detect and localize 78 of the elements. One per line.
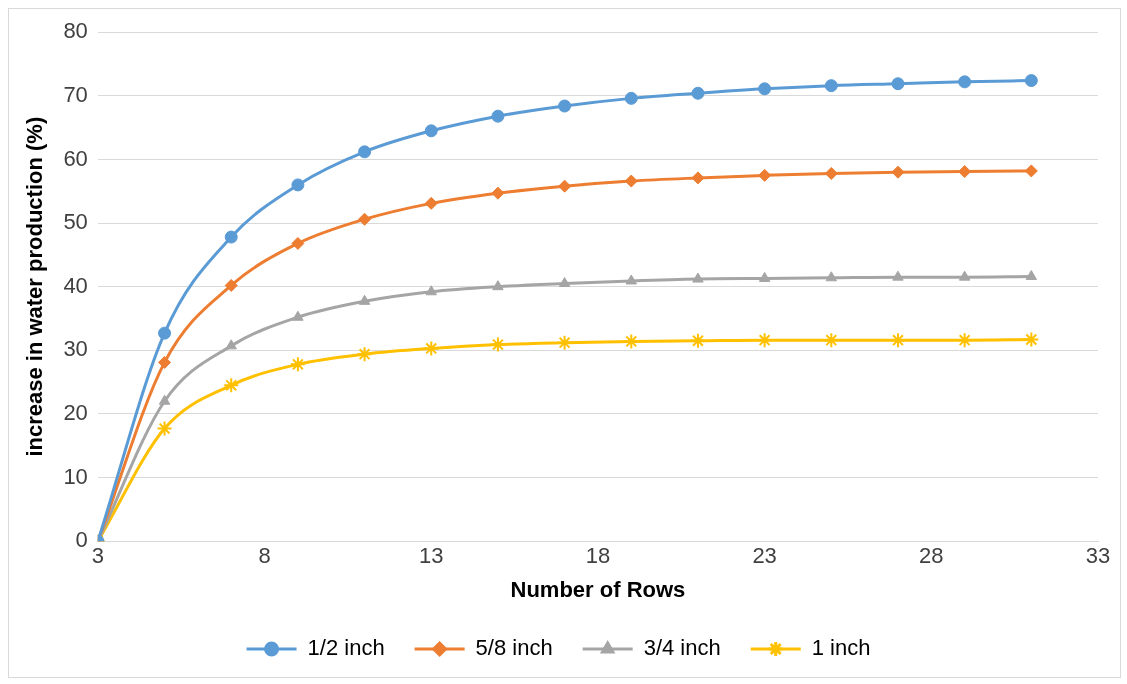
point: [824, 79, 838, 93]
point: [623, 333, 640, 350]
point: [489, 336, 506, 353]
y-tick-label: 60: [63, 145, 88, 171]
point: [358, 145, 372, 159]
point: [958, 165, 972, 179]
x-tick-label: 13: [419, 543, 444, 569]
point: [558, 179, 572, 193]
point: [358, 212, 372, 226]
point: [1025, 270, 1038, 281]
point: [956, 332, 973, 349]
point: [691, 171, 705, 185]
y-tick-label: 40: [63, 272, 88, 298]
point: [958, 270, 971, 281]
point: [156, 420, 173, 437]
point: [758, 168, 772, 182]
point: [625, 274, 637, 285]
legend-label: 1 inch: [811, 635, 871, 661]
point: [1024, 164, 1038, 178]
y-tick-label: 30: [63, 336, 88, 362]
point: [691, 86, 705, 100]
point: [158, 326, 172, 340]
y-axis-title: increase in water production (%): [22, 116, 48, 457]
point: [556, 334, 573, 351]
x-tick-label: 3: [91, 543, 104, 569]
point: [692, 272, 704, 283]
x-tick-label: 8: [258, 543, 271, 569]
legend-label: 1/2 inch: [307, 635, 385, 661]
x-tick-label: 18: [585, 543, 611, 569]
point: [823, 332, 840, 349]
point: [758, 271, 771, 282]
x-axis-title: Number of Rows: [510, 576, 686, 602]
point: [223, 377, 240, 394]
y-tick-label: 50: [63, 209, 88, 235]
point: [825, 271, 837, 282]
y-tick-label: 20: [63, 400, 88, 426]
point: [291, 178, 305, 192]
point: [758, 82, 772, 96]
legend-label: 3/4 inch: [643, 635, 721, 661]
point: [824, 166, 838, 180]
y-tick-label: 70: [63, 81, 88, 107]
point: [291, 236, 305, 250]
point: [158, 355, 172, 369]
point: [225, 339, 237, 350]
x-tick-label: 23: [752, 543, 777, 569]
y-tick-label: 10: [63, 463, 88, 489]
point: [424, 124, 438, 138]
point: [889, 332, 906, 349]
point: [958, 75, 972, 89]
y-tick-label: 80: [63, 18, 88, 44]
x-tick-label: 33: [1085, 543, 1111, 569]
point: [425, 285, 437, 296]
point: [558, 99, 572, 113]
legend-label: 5/8 inch: [475, 635, 553, 661]
point: [356, 346, 373, 363]
point: [689, 332, 706, 349]
point: [289, 356, 306, 373]
point: [423, 340, 440, 357]
point: [558, 277, 571, 288]
x-tick-label: 28: [919, 543, 944, 569]
point: [491, 186, 505, 200]
point: [224, 230, 238, 244]
point: [756, 332, 773, 349]
point: [224, 278, 238, 292]
point: [624, 174, 638, 188]
point: [492, 280, 504, 291]
point: [891, 165, 905, 179]
point: [624, 91, 638, 105]
point: [491, 109, 505, 123]
point: [158, 394, 171, 405]
point: [891, 77, 905, 91]
point: [1024, 74, 1038, 88]
point: [292, 310, 304, 321]
point: [1023, 331, 1040, 348]
point: [424, 196, 438, 210]
y-tick-label: 0: [75, 527, 88, 553]
point: [358, 294, 371, 305]
point: [892, 270, 904, 281]
